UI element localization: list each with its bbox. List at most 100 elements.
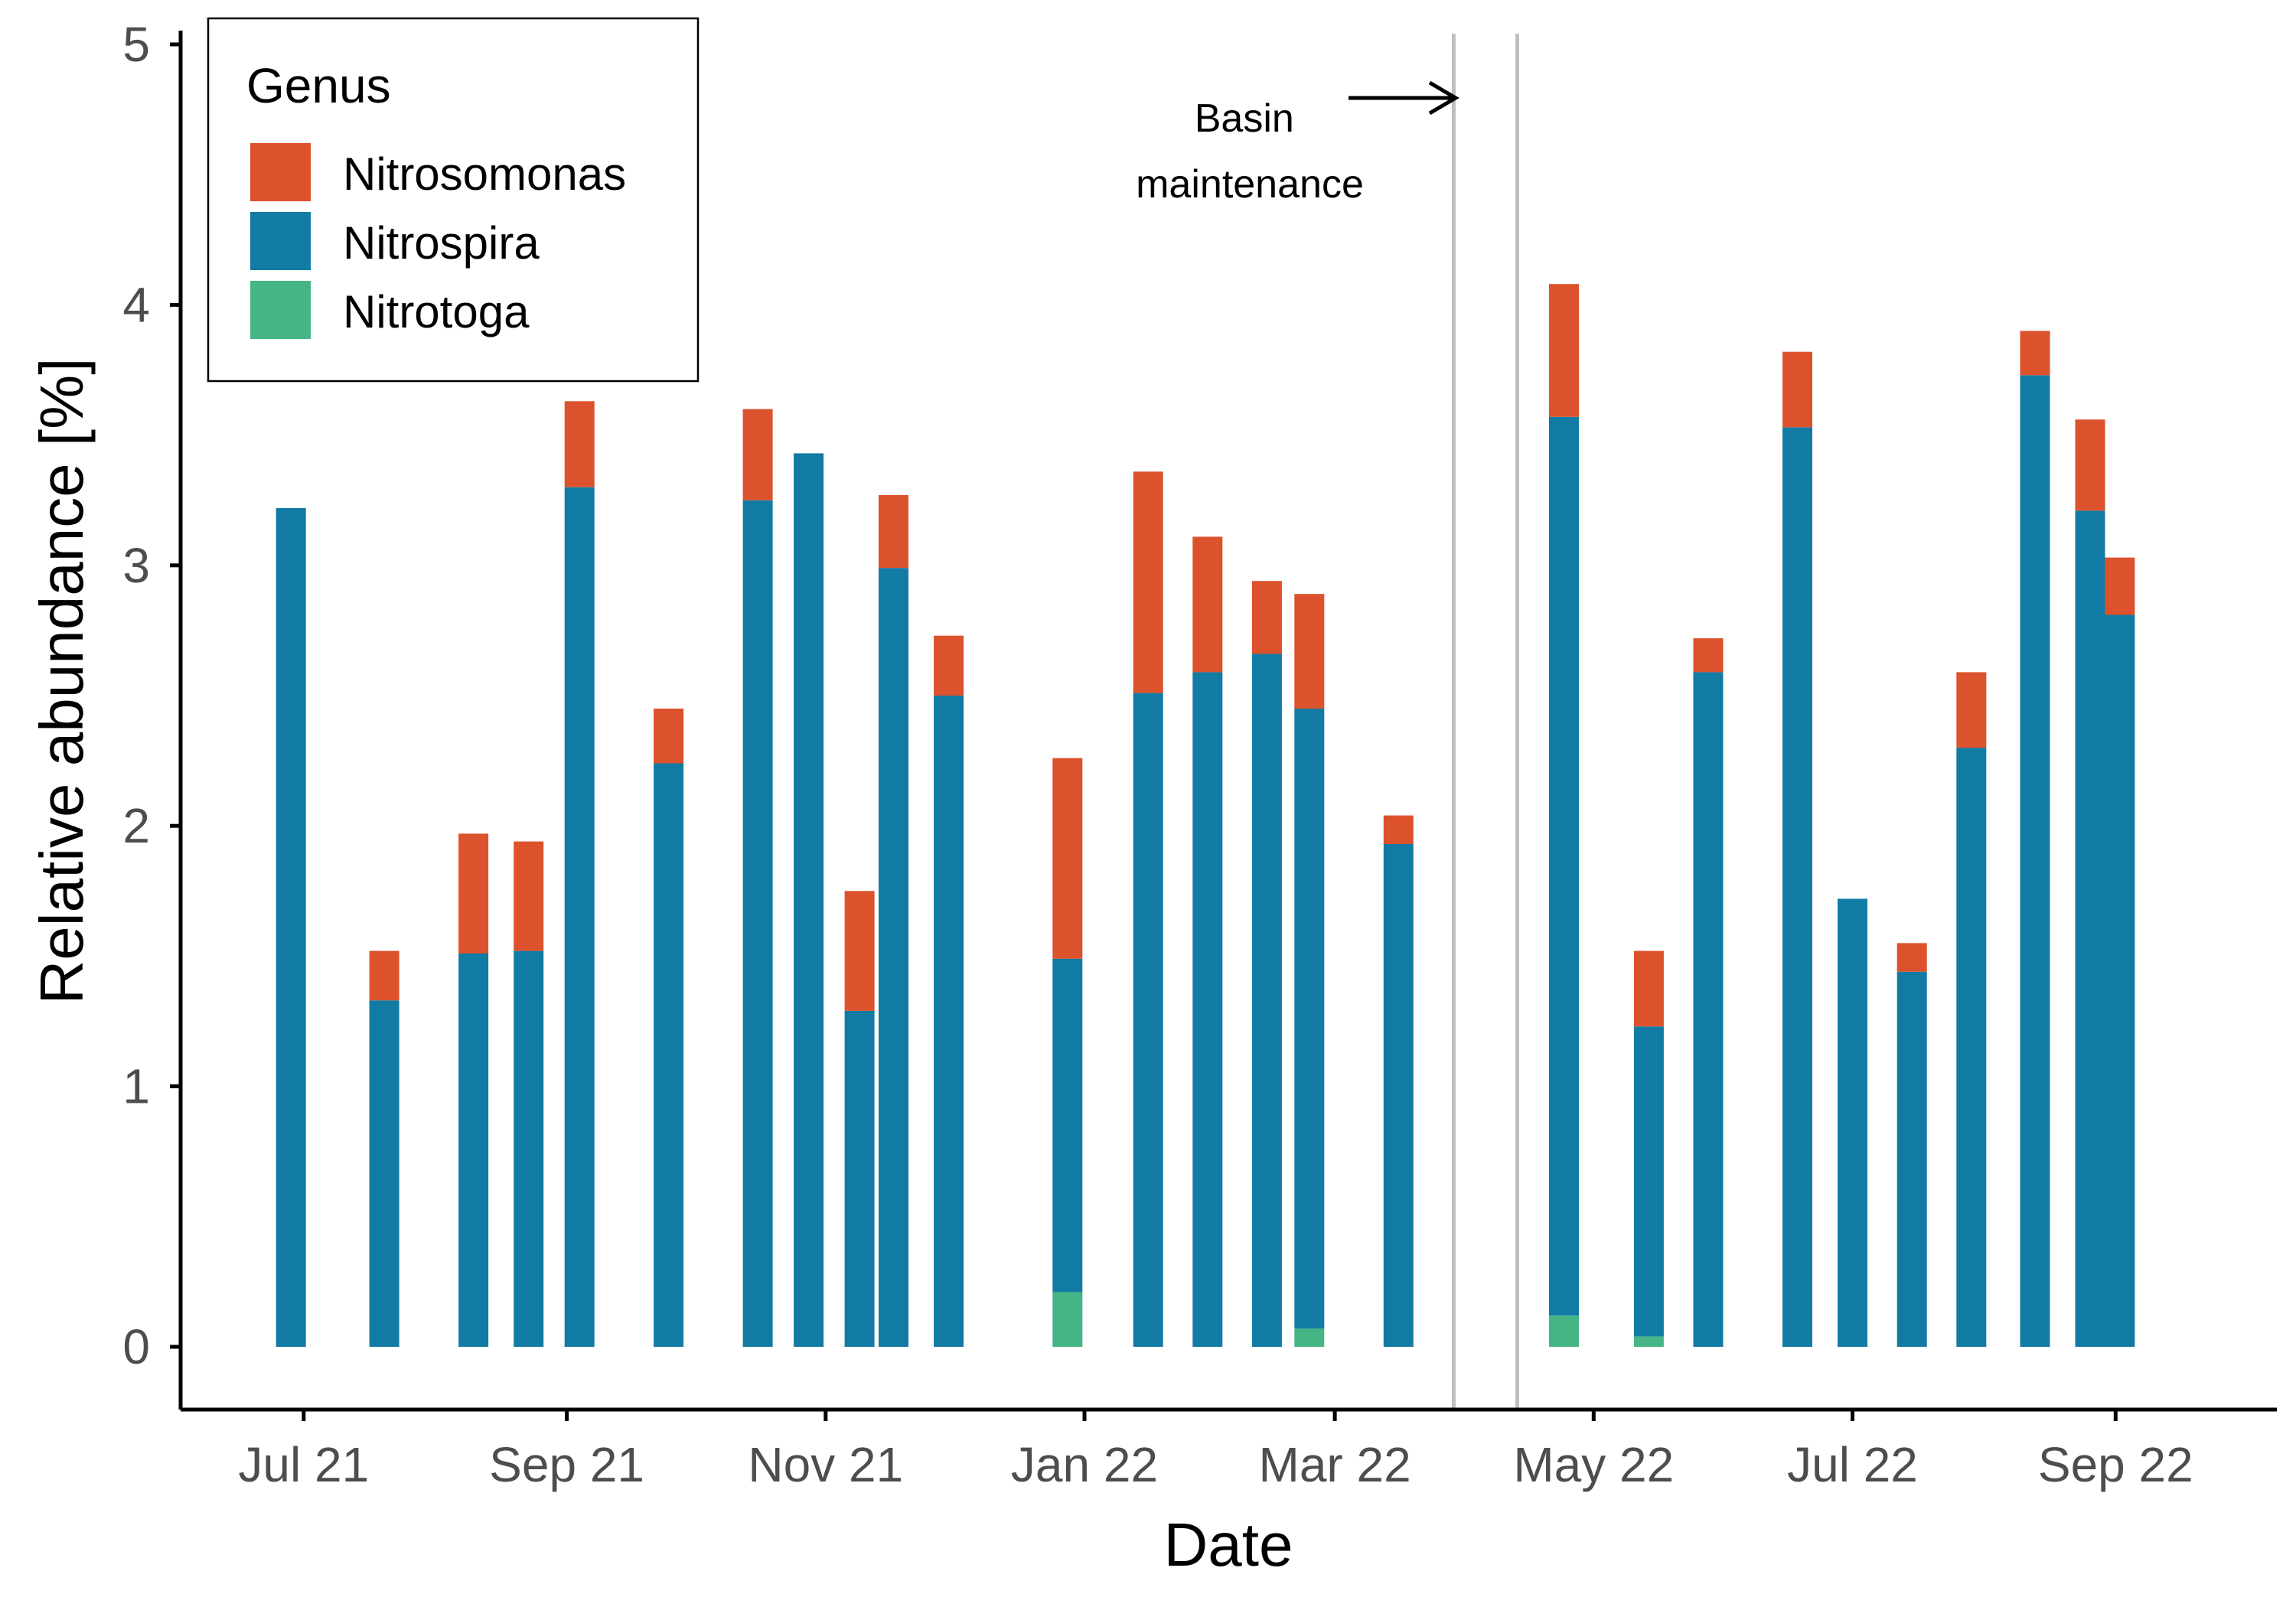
bar-segment-nitrosomonas — [934, 635, 964, 696]
bar-segment-nitrosomonas — [1549, 284, 1579, 417]
bar-segment-nitrospira — [276, 507, 306, 1347]
bar-segment-nitrospira — [1251, 654, 1282, 1347]
bar-stack — [1693, 638, 1724, 1347]
bar-segment-nitrosomonas — [1251, 581, 1282, 654]
bar-segment-nitrospira — [514, 950, 544, 1347]
x-tick-label: May 22 — [1513, 1437, 1674, 1492]
bar-stack — [844, 891, 875, 1347]
bar-segment-nitrosomonas — [879, 494, 908, 569]
bar-segment-nitrospira — [1838, 898, 1867, 1347]
bar-stack — [879, 494, 908, 1347]
bar-stack — [1838, 898, 1867, 1347]
bar-segment-nitrosomonas — [369, 950, 400, 1001]
bar-segment-nitrospira — [794, 453, 824, 1347]
bar-stack — [1052, 758, 1083, 1347]
bar-stack — [1633, 950, 1664, 1347]
y-tick-label: 5 — [122, 17, 150, 72]
bar-segment-nitrosomonas — [514, 841, 544, 951]
legend-label-nitrospira: Nitrospira — [343, 217, 540, 269]
legend-swatch-nitrospira — [250, 212, 311, 270]
bar-segment-nitrospira — [934, 696, 964, 1347]
y-tick-label: 4 — [122, 277, 150, 332]
y-tick-label: 0 — [122, 1319, 150, 1374]
bar-segment-nitrosomonas — [654, 709, 684, 764]
bar-stack — [742, 409, 773, 1348]
bar-segment-nitrosomonas — [1896, 943, 1927, 972]
bar-segment-nitrosomonas — [1294, 594, 1325, 709]
x-tick-label: Mar 22 — [1259, 1437, 1411, 1492]
y-axis-title: Relative abundance [%] — [28, 358, 96, 1005]
bar-stack — [1896, 943, 1927, 1347]
bar-stack — [2105, 557, 2135, 1347]
bar-stack — [2075, 419, 2105, 1347]
x-tick-label: Jul 21 — [238, 1437, 369, 1492]
bar-stack — [1294, 594, 1325, 1347]
bar-stack — [1549, 284, 1579, 1347]
bar-segment-nitrospira — [1782, 427, 1812, 1347]
bar-stack — [276, 507, 306, 1347]
annotation-line-1: Basin — [1195, 96, 1294, 141]
bar-segment-nitrospira — [1383, 844, 1414, 1347]
bar-segment-nitrospira — [1633, 1026, 1664, 1337]
bar-segment-nitrosomonas — [458, 833, 489, 953]
bar-stack — [1956, 672, 1987, 1347]
bar-segment-nitrospira — [2105, 614, 2135, 1347]
bar-stack — [1192, 536, 1223, 1347]
annotation-text: Basin maintenance — [1136, 96, 1364, 207]
bar-segment-nitrosomonas — [1782, 351, 1812, 428]
bar-segment-nitrospira — [879, 568, 908, 1347]
legend-title: Genus — [246, 58, 391, 113]
x-tick-label: Sep 22 — [2038, 1437, 2193, 1492]
bar-segment-nitrospira — [458, 953, 489, 1347]
bar-segment-nitrosomonas — [2020, 331, 2050, 376]
x-tick-label: Jan 22 — [1011, 1437, 1158, 1492]
bars-layer — [276, 284, 2135, 1348]
legend-swatch-nitrotoga — [250, 281, 311, 339]
x-tick-label: Nov 21 — [748, 1437, 903, 1492]
bar-segment-nitrosomonas — [1383, 815, 1414, 844]
bar-segment-nitrosomonas — [1693, 638, 1724, 673]
bar-stack — [1383, 815, 1414, 1347]
bar-stack — [458, 833, 489, 1347]
bar-segment-nitrosomonas — [564, 401, 595, 487]
bar-segment-nitrotoga — [1052, 1292, 1083, 1347]
x-tick-label: Jul 22 — [1787, 1437, 1918, 1492]
x-ticks: Jul 21 Sep 21 Nov 21 Jan 22 Mar 22 May 22 Jul … — [238, 1410, 2193, 1492]
legend-label-nitrosomonas: Nitrosomonas — [343, 148, 626, 200]
x-axis-title: Date — [1164, 1511, 1293, 1579]
bar-segment-nitrospira — [742, 500, 773, 1348]
bar-segment-nitrosomonas — [742, 409, 773, 500]
bar-stack — [794, 453, 824, 1347]
bar-segment-nitrotoga — [1294, 1328, 1325, 1347]
annotation-arrow-head — [1428, 80, 1459, 116]
bar-segment-nitrosomonas — [1956, 672, 1987, 748]
bar-segment-nitrospira — [1052, 958, 1083, 1292]
basin-maintenance-annotation: Basin maintenance — [1136, 80, 1459, 207]
bar-stack — [369, 950, 400, 1347]
y-tick-label: 1 — [122, 1059, 150, 1114]
bar-segment-nitrosomonas — [1133, 471, 1163, 693]
bar-segment-nitrospira — [1693, 672, 1724, 1347]
x-tick-label: Sep 21 — [489, 1437, 644, 1492]
bar-segment-nitrosomonas — [2075, 419, 2105, 511]
bar-stack — [934, 635, 964, 1347]
bar-segment-nitrotoga — [1549, 1315, 1579, 1347]
y-tick-label: 2 — [122, 798, 150, 853]
bar-segment-nitrospira — [654, 763, 684, 1347]
bar-segment-nitrosomonas — [1052, 758, 1083, 959]
bar-segment-nitrospira — [564, 487, 595, 1348]
bar-segment-nitrospira — [1956, 748, 1987, 1347]
bar-segment-nitrospira — [1192, 672, 1223, 1347]
bar-stack — [514, 841, 544, 1347]
bar-segment-nitrosomonas — [1633, 950, 1664, 1027]
y-tick-label: 3 — [122, 538, 150, 593]
bar-segment-nitrospira — [844, 1010, 875, 1347]
y-ticks: 0 1 2 3 4 5 — [122, 17, 181, 1374]
axes-layer: 0 1 2 3 4 5 Jul 21 Sep 21 Nov 21 Jan 22 Mar 22 May… — [28, 17, 2277, 1579]
bar-segment-nitrospira — [1896, 971, 1927, 1347]
bar-segment-nitrotoga — [1633, 1336, 1664, 1347]
bar-segment-nitrospira — [2075, 510, 2105, 1347]
bar-segment-nitrospira — [1133, 693, 1163, 1347]
bar-segment-nitrosomonas — [1192, 536, 1223, 673]
